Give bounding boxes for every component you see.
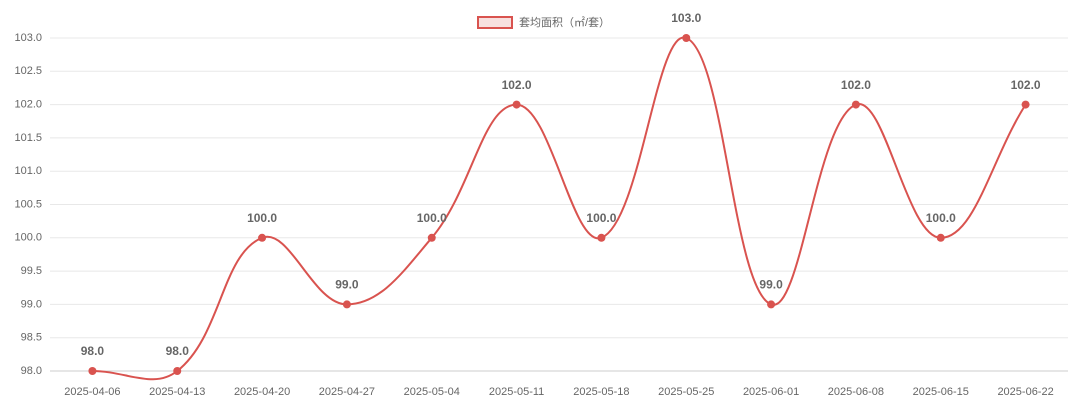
data-label: 100.0 <box>247 211 277 225</box>
point <box>851 100 860 109</box>
point <box>427 233 436 242</box>
data-label: 98.0 <box>166 344 190 358</box>
x-tick-label: 2025-06-01 <box>743 386 799 398</box>
data-label: 98.0 <box>81 344 105 358</box>
x-tick-label: 2025-05-04 <box>404 386 460 398</box>
y-tick-label: 101.5 <box>14 132 42 144</box>
y-tick-label: 101.0 <box>14 165 42 177</box>
point <box>258 233 267 242</box>
data-label: 103.0 <box>671 11 701 25</box>
legend-swatch <box>477 16 513 29</box>
point <box>1021 100 1030 109</box>
data-label: 102.0 <box>1011 78 1041 92</box>
x-tick-label: 2025-06-08 <box>828 386 884 398</box>
y-tick-label: 99.0 <box>21 298 42 310</box>
x-tick-label: 2025-06-15 <box>913 386 969 398</box>
data-label: 99.0 <box>335 278 359 292</box>
y-tick-label: 102.0 <box>14 99 42 111</box>
point <box>597 233 606 242</box>
y-tick-label: 98.0 <box>21 365 42 377</box>
y-tick-label: 103.0 <box>14 32 42 44</box>
data-label: 100.0 <box>926 211 956 225</box>
data-label: 100.0 <box>586 211 616 225</box>
x-tick-label: 2025-04-27 <box>319 386 375 398</box>
x-tick-label: 2025-05-18 <box>573 386 629 398</box>
point <box>88 367 97 375</box>
y-tick-label: 102.5 <box>14 65 42 77</box>
x-tick-label: 2025-06-22 <box>997 386 1053 398</box>
y-tick-label: 99.5 <box>21 265 42 277</box>
point <box>173 367 182 375</box>
data-label: 100.0 <box>417 211 447 225</box>
point <box>512 100 521 109</box>
line <box>92 36 1027 381</box>
legend-label: 套均面积（㎡/套） <box>519 16 610 29</box>
point <box>342 300 351 309</box>
point <box>936 233 945 242</box>
x-tick-label: 2025-04-20 <box>234 386 290 398</box>
data-label: 102.0 <box>502 78 532 92</box>
y-tick-label: 100.0 <box>14 232 42 244</box>
point <box>682 34 691 42</box>
x-tick-label: 2025-04-13 <box>149 386 205 398</box>
point <box>767 300 776 309</box>
y-tick-label: 98.5 <box>21 332 42 344</box>
data-label: 102.0 <box>841 78 871 92</box>
x-tick-label: 2025-05-25 <box>658 386 714 398</box>
y-tick-label: 100.5 <box>14 198 42 210</box>
data-label: 99.0 <box>759 278 783 292</box>
x-tick-label: 2025-04-06 <box>64 386 120 398</box>
x-tick-label: 2025-05-11 <box>489 386 544 398</box>
